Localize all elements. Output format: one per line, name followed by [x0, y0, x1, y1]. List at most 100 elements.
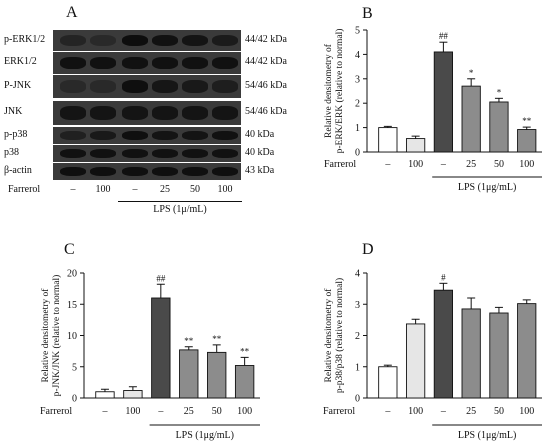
- treatment-value: –: [440, 159, 447, 170]
- blot-label: JNK: [4, 106, 23, 117]
- bar: [433, 51, 454, 153]
- panel-a-letter: A: [66, 4, 78, 21]
- y-tick-label: 4: [355, 269, 360, 280]
- blot-label: p-p38: [4, 128, 28, 140]
- treatment-value: –: [384, 406, 391, 417]
- treatment-value: 50: [494, 406, 504, 417]
- blot-strip: [53, 101, 241, 125]
- bar: [489, 101, 509, 153]
- y-axis-label-line2: p-ERK/ERK (relative to normal): [334, 29, 345, 154]
- y-tick-label: 5: [355, 26, 360, 37]
- bar: [405, 138, 426, 153]
- blot-band: [212, 148, 238, 159]
- blot-strip: [53, 75, 241, 98]
- blot-treatment-value: 100: [95, 184, 111, 195]
- blot-band: [212, 130, 238, 141]
- blot-strip: [53, 145, 241, 162]
- blot-band: [212, 166, 238, 177]
- lps-bracket: [118, 201, 242, 202]
- blot-band: [152, 34, 178, 47]
- blot-treatment-value: 100: [217, 184, 233, 195]
- blot-treatment-value: 25: [160, 184, 170, 195]
- blot-band: [212, 56, 238, 70]
- y-tick-label: 3: [355, 74, 360, 85]
- lps-label: LPS (1μg/mL): [458, 182, 516, 193]
- bar: [517, 303, 537, 399]
- lps-label: LPS (1μg/mL): [458, 430, 516, 441]
- blot-band: [152, 56, 178, 70]
- blot-band: [90, 80, 116, 93]
- y-axis-label-line2: p-JNK/JNK (relative to normal): [51, 275, 62, 397]
- blot-kda-label: 44/42 kDa: [245, 56, 287, 67]
- blot-band: [122, 34, 148, 47]
- y-tick-label: 5: [72, 362, 77, 373]
- bar: [489, 312, 509, 399]
- blot-band: [60, 34, 86, 47]
- y-axis-label-line1: Relative densitometry of: [323, 288, 334, 383]
- treatment-value: 100: [125, 406, 140, 417]
- treatment-value: –: [157, 406, 164, 417]
- blot-band: [212, 80, 238, 93]
- significance-mark: **: [522, 116, 532, 126]
- y-tick-label: 1: [355, 123, 360, 134]
- blot-kda-label: 40 kDa: [245, 146, 275, 158]
- y-tick-label: 15: [67, 300, 77, 311]
- blot-kda-label: 54/46 kDa: [245, 106, 287, 117]
- y-tick-label: 0: [72, 394, 77, 405]
- bar: [461, 308, 481, 399]
- treatment-value: 25: [466, 406, 476, 417]
- blot-band: [60, 148, 86, 159]
- blot-band: [182, 106, 208, 120]
- blot-band: [182, 34, 208, 47]
- treatment-value: 25: [466, 159, 476, 170]
- bar: [123, 390, 143, 399]
- y-tick-label: 0: [355, 394, 360, 405]
- blot-band: [122, 106, 148, 120]
- bar: [405, 323, 426, 399]
- blot-band: [122, 56, 148, 70]
- y-axis-label-line1: Relative densitometry of: [323, 43, 334, 138]
- treatment-value: 100: [519, 159, 534, 170]
- treatment-value: 50: [212, 406, 222, 417]
- treatment-value: –: [101, 406, 108, 417]
- blot-label: ERK1/2: [4, 56, 37, 67]
- y-axis-label-line1: Relative densitometry of: [40, 288, 51, 383]
- blot-label: P-JNK: [4, 79, 32, 91]
- bar: [378, 366, 398, 399]
- blot-band: [152, 106, 178, 120]
- bar: [517, 129, 537, 153]
- y-tick-label: 2: [355, 99, 360, 110]
- blot-band: [182, 56, 208, 70]
- y-tick-label: 2: [355, 331, 360, 342]
- significance-mark: #: [441, 272, 446, 282]
- y-axis-label-line2: p-p38/p38 (relative to normal): [334, 278, 345, 393]
- treatment-label: Farrerol: [324, 159, 356, 170]
- lps-label: LPS (1μ/mL): [153, 204, 207, 215]
- bar: [461, 85, 481, 153]
- significance-mark: *: [469, 68, 474, 78]
- panel-letter: D: [362, 241, 374, 258]
- blot-band: [90, 34, 116, 47]
- treatment-value: 100: [237, 406, 252, 417]
- y-tick-label: 4: [355, 50, 360, 61]
- blot-band: [182, 80, 208, 93]
- blot-band: [60, 166, 86, 177]
- y-axis-label: Relative densitometry of p-ERK/ERK (relat…: [323, 29, 345, 154]
- blot-band: [122, 80, 148, 93]
- blot-band: [122, 148, 148, 159]
- panel-letter: C: [64, 241, 75, 258]
- treatment-label: Farrerol: [40, 406, 72, 417]
- blot-strip: [53, 30, 241, 51]
- blot-band: [90, 166, 116, 177]
- bar: [151, 297, 171, 399]
- treatment-value: –: [384, 159, 391, 170]
- blot-band: [60, 106, 86, 120]
- blot-band: [182, 166, 208, 177]
- blot-band: [122, 130, 148, 141]
- blot-band: [90, 106, 116, 120]
- blot-strip: [53, 52, 241, 74]
- y-tick-label: 1: [355, 362, 360, 373]
- bar: [378, 127, 398, 153]
- y-tick-label: 20: [67, 269, 77, 280]
